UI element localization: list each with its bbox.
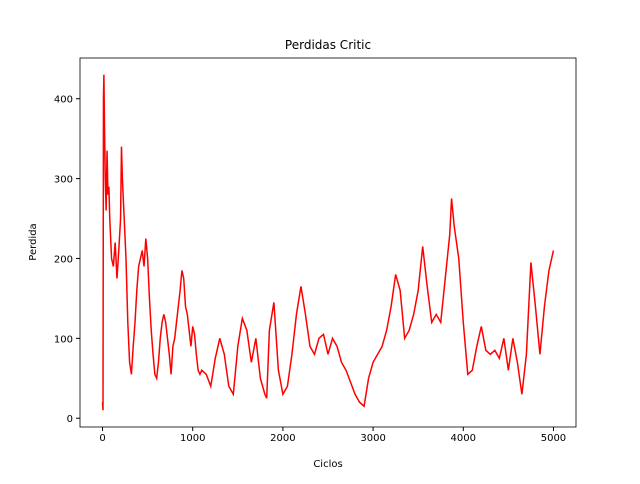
chart-title: Perdidas Critic xyxy=(285,38,371,52)
x-tick-label: 1000 xyxy=(180,433,205,444)
y-tick-label: 200 xyxy=(54,254,73,265)
x-tick-label: 2000 xyxy=(270,433,295,444)
y-tick-label: 100 xyxy=(54,334,73,345)
y-axis-label: Perdida xyxy=(28,223,39,260)
data-line xyxy=(101,74,555,411)
x-tick-label: 3000 xyxy=(360,433,385,444)
plot-frame xyxy=(79,57,577,428)
x-tick-label: 0 xyxy=(99,433,105,444)
y-tick-label: 300 xyxy=(54,175,73,186)
x-tick-label: 4000 xyxy=(451,433,476,444)
x-tick-label: 5000 xyxy=(541,433,566,444)
y-tick-label: 0 xyxy=(67,414,73,425)
x-axis-label: Ciclos xyxy=(313,459,342,470)
y-tick-label: 400 xyxy=(54,95,73,106)
